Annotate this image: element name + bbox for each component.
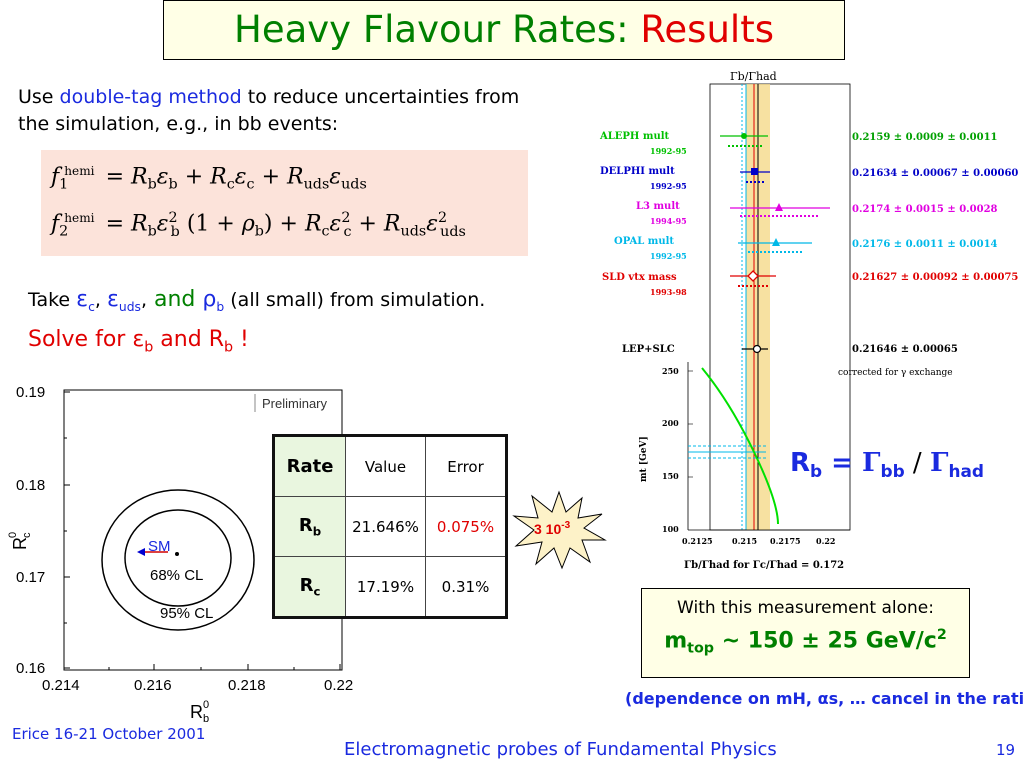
lep-plot-header: Γb/Γhad bbox=[730, 70, 777, 83]
plot-rc-ytick: 0.17 bbox=[16, 569, 45, 586]
experiment-delphi: DELPHI mult 1992-95 0.21634 ± 0.00067 ± … bbox=[600, 166, 1018, 191]
svg-text:0.2159 ± 0.0009 ± 0.0011: 0.2159 ± 0.0009 ± 0.0011 bbox=[852, 132, 998, 143]
mtop-xtick: 0.22 bbox=[816, 536, 835, 546]
cl68-label: 68% CL bbox=[150, 567, 203, 584]
solve-line: Solve for εb and Rb ! bbox=[28, 327, 249, 356]
plot-rc-xtick: 0.214 bbox=[42, 677, 80, 694]
svg-text:DELPHI mult: DELPHI mult bbox=[600, 166, 675, 177]
svg-text:0.2174 ± 0.0015 ± 0.0028: 0.2174 ± 0.0015 ± 0.0028 bbox=[852, 204, 998, 215]
page-number: 19 bbox=[996, 741, 1016, 759]
plot-rc-ytick: 0.19 bbox=[16, 384, 45, 401]
plot-rc-ytick: 0.16 bbox=[16, 660, 45, 677]
svg-text:R: R bbox=[10, 537, 30, 550]
dependence-note: (dependence on mH, αs, … cancel in the r… bbox=[625, 689, 1024, 708]
starburst-text: 3 10-3 bbox=[534, 520, 571, 537]
preliminary-label: Preliminary bbox=[262, 396, 328, 411]
table-header-value: Value bbox=[345, 435, 426, 497]
experiment-l3: L3 mult 1994-95 0.2174 ± 0.0015 ± 0.0028 bbox=[636, 201, 998, 226]
experiment-sld: SLD vtx mass 1993-98 0.21627 ± 0.00092 ±… bbox=[602, 270, 1018, 297]
mtop-xlabel: Γb/Γhad for Γc/Γhad = 0.172 bbox=[684, 560, 844, 571]
slide-title: Heavy Flavour Rates: Results bbox=[163, 0, 845, 60]
footer-date: Erice 16-21 October 2001 bbox=[12, 725, 206, 743]
table-cell-value: 17.19% bbox=[345, 556, 426, 618]
measurement-line2: mtop ~ 150 ± 25 GeV/c2 bbox=[664, 627, 947, 657]
equation-box: f1hemi = Rbεb + Rcεc + Rudsεuds f2hemi =… bbox=[41, 150, 528, 256]
plot-rc-xtick: 0.22 bbox=[324, 677, 353, 694]
svg-text:SLD vtx mass: SLD vtx mass bbox=[602, 272, 677, 283]
svg-text:1992-95: 1992-95 bbox=[650, 146, 687, 156]
table-cell-value: 21.646% bbox=[345, 496, 426, 557]
table-header-row: Rate Value Error bbox=[273, 435, 507, 497]
svg-text:c: c bbox=[21, 532, 33, 538]
footer-title: Electromagnetic probes of Fundamental Ph… bbox=[344, 739, 777, 760]
svg-text:corrected for γ exchange: corrected for γ exchange bbox=[838, 368, 953, 378]
svg-text:1992-95: 1992-95 bbox=[650, 181, 687, 191]
table-cell-error: 0.31% bbox=[425, 556, 507, 618]
measurement-line1: With this measurement alone: bbox=[677, 598, 934, 618]
lep-slc-combined: LEP+SLC 0.21646 ± 0.00065 corrected for … bbox=[622, 344, 958, 378]
table-header-error: Error bbox=[425, 435, 507, 497]
plot-rc-ylabel: R 0 c bbox=[7, 532, 33, 550]
svg-text:0: 0 bbox=[203, 699, 209, 711]
table-row: Rc 17.19% 0.31% bbox=[273, 556, 507, 618]
mtop-xtick: 0.2175 bbox=[770, 536, 801, 546]
plot-rc-xtick: 0.218 bbox=[228, 677, 266, 694]
intro-highlight: double-tag method bbox=[59, 86, 242, 108]
mtop-ytick: 200 bbox=[662, 418, 679, 428]
svg-text:0.21634 ± 0.00067 ± 0.00060: 0.21634 ± 0.00067 ± 0.00060 bbox=[852, 168, 1018, 179]
equation-1: f1hemi = Rbεb + Rcεc + Rudsεuds bbox=[51, 164, 367, 193]
starburst-callout: 3 10-3 bbox=[512, 490, 607, 570]
central-value-point bbox=[175, 552, 179, 556]
title-main: Heavy Flavour Rates: bbox=[234, 8, 641, 51]
table-row-label: Rb bbox=[273, 496, 346, 557]
mtop-xtick: 0.2125 bbox=[682, 536, 713, 546]
svg-text:1992-95: 1992-95 bbox=[650, 251, 687, 261]
svg-text:L3 mult: L3 mult bbox=[636, 201, 680, 212]
cl95-ellipse bbox=[101, 489, 255, 631]
svg-text:0: 0 bbox=[7, 532, 19, 538]
svg-text:OPAL mult: OPAL mult bbox=[614, 236, 674, 247]
sm-label: SM bbox=[148, 538, 171, 555]
mtop-ytick: 100 bbox=[662, 524, 679, 534]
svg-text:1993-98: 1993-98 bbox=[650, 287, 687, 297]
svg-text:R: R bbox=[190, 702, 203, 722]
equation-2: f2hemi = Rbε2b (1 + ρb) + Rcε2c + Rudsε2… bbox=[51, 210, 466, 240]
mtop-ytick: 250 bbox=[662, 366, 679, 376]
sm-arrow-head bbox=[137, 548, 145, 556]
take-line: Take εc, εuds, and ρb (all small) from s… bbox=[28, 287, 486, 314]
svg-text:ALEPH mult: ALEPH mult bbox=[599, 131, 670, 142]
rb-formula: Rb = Γbb / Γhad bbox=[790, 448, 984, 482]
svg-text:0.2176 ± 0.0011 ± 0.0014: 0.2176 ± 0.0011 ± 0.0014 bbox=[852, 239, 998, 250]
cl95-label: 95% CL bbox=[160, 605, 213, 622]
table-row: Rb 21.646% 0.075% bbox=[273, 496, 507, 557]
table-header-rate: Rate bbox=[273, 435, 346, 497]
mtop-ylabel: mt [GeV] bbox=[639, 436, 649, 482]
table-row-label: Rc bbox=[273, 556, 346, 618]
results-table: Rate Value Error Rb 21.646% 0.075% Rc 17… bbox=[272, 434, 508, 619]
title-accent: Results bbox=[640, 8, 774, 51]
starburst-shape bbox=[512, 490, 607, 570]
svg-text:b: b bbox=[203, 713, 209, 725]
mtop-xtick: 0.215 bbox=[732, 536, 757, 546]
table-cell-error: 0.075% bbox=[425, 496, 507, 557]
lep-rb-plot: Γb/Γhad ALEPH mult 1992-95 0.2159 ± 0.00… bbox=[599, 70, 1018, 571]
measurement-box: With this measurement alone: mtop ~ 150 … bbox=[641, 588, 970, 678]
mtop-curve bbox=[701, 367, 779, 525]
intro-part2: to reduce uncertainties from the simulat… bbox=[18, 86, 520, 135]
plot-rc-xlabel: R 0 b bbox=[190, 699, 209, 725]
experiment-opal: OPAL mult 1992-95 0.2176 ± 0.0011 ± 0.00… bbox=[614, 236, 998, 261]
intro-part1: Use bbox=[18, 86, 60, 108]
svg-text:1994-95: 1994-95 bbox=[650, 216, 687, 226]
experiment-aleph: ALEPH mult 1992-95 0.2159 ± 0.0009 ± 0.0… bbox=[599, 131, 998, 156]
mtop-ytick: 150 bbox=[662, 471, 679, 481]
svg-text:LEP+SLC: LEP+SLC bbox=[622, 344, 675, 355]
svg-text:0.21646 ± 0.00065: 0.21646 ± 0.00065 bbox=[852, 344, 958, 355]
svg-text:0.21627 ± 0.00092 ± 0.00075: 0.21627 ± 0.00092 ± 0.00075 bbox=[852, 272, 1018, 283]
plot-rc-ytick: 0.18 bbox=[16, 477, 45, 494]
intro-text: Use double-tag method to reduce uncertai… bbox=[18, 84, 538, 138]
cl68-ellipse bbox=[124, 509, 232, 607]
plot-rc-xtick: 0.216 bbox=[134, 677, 172, 694]
